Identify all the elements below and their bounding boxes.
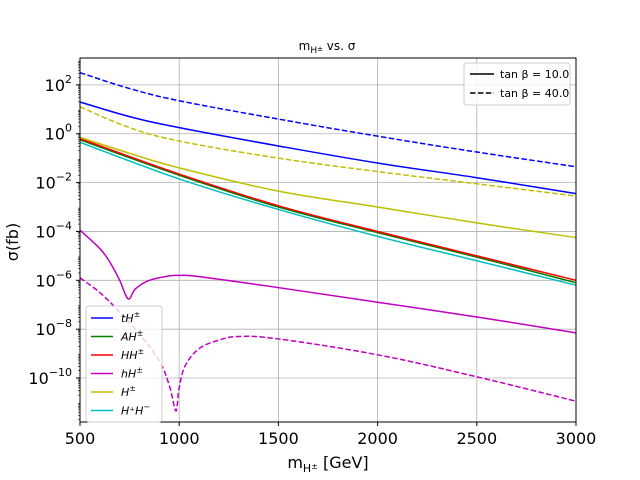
- legend-label-tH: tH±: [121, 310, 140, 325]
- y-tick-label: 10−4: [35, 219, 72, 241]
- y-tick-label: 10−2: [35, 171, 72, 193]
- series-line-0: [79, 101, 577, 195]
- chart-title: mH± vs. σ: [299, 39, 356, 56]
- x-tick-label: 2000: [357, 429, 398, 448]
- xlabel-subscript: H: [303, 462, 311, 475]
- y-axis-label: σ(fb): [3, 223, 22, 261]
- series-line-4: [79, 136, 577, 239]
- series-lines: [79, 71, 577, 412]
- title-subscript: H: [310, 46, 317, 56]
- legend-label-hH: hH±: [121, 366, 143, 381]
- legend-label-HH: HH±: [121, 347, 144, 362]
- y-tick-label: 10−6: [35, 268, 72, 290]
- legend-label-H: H±: [121, 384, 136, 399]
- title-subsup: ±: [317, 45, 323, 53]
- x-tick-label: 1500: [258, 429, 299, 448]
- x-tick-label: 2500: [456, 429, 497, 448]
- series-line-7: [79, 229, 577, 334]
- series-line-5: [79, 106, 577, 197]
- series-line-8: [79, 277, 577, 412]
- plot-frame: [79, 57, 577, 423]
- y-tick-label: 10−10: [28, 366, 72, 388]
- style-legend-label-dashed: tan β = 40.0: [500, 87, 569, 100]
- x-tick-label: 500: [65, 429, 96, 448]
- y-ticks: 10−10 10−8 10−6 10−4 10−2 100 102: [28, 61, 80, 420]
- style-legend-label-solid: tan β = 10.0: [500, 68, 569, 81]
- x-ticks: 500 1000 1500 2000 2500 3000: [65, 422, 597, 448]
- x-tick-label: 1000: [159, 429, 200, 448]
- legend-label-HpHm: H⁺H−: [121, 403, 150, 418]
- series-line-6: [79, 141, 577, 286]
- series-legend: tH± AH± HH± hH± H± H⁺H−: [85, 305, 163, 423]
- x-tick-label: 3000: [556, 429, 597, 448]
- y-tick-label: 10−8: [35, 317, 72, 339]
- series-line-3: [79, 137, 577, 282]
- series-line-1: [79, 71, 577, 168]
- style-legend: tan β = 10.0 tan β = 40.0: [463, 62, 571, 106]
- legend-label-AH: AH±: [120, 329, 144, 344]
- series-line-2: [79, 139, 577, 284]
- y-tick-label: 100: [45, 122, 72, 144]
- xlabel-subsup: ±: [311, 462, 318, 471]
- y-tick-label: 102: [45, 73, 72, 95]
- series-legend-box: [85, 305, 163, 423]
- x-axis-label: mH± [GeV]: [287, 453, 368, 475]
